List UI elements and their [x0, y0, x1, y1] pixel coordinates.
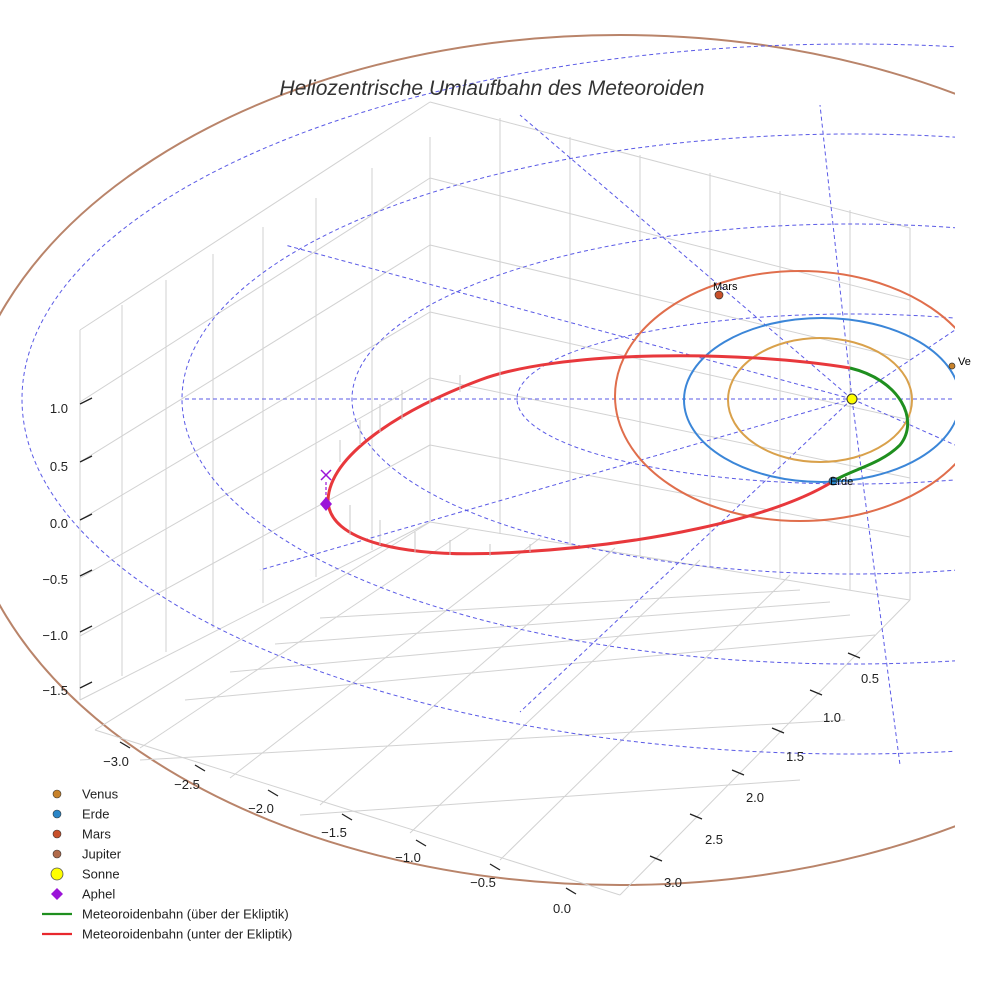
- y-tick-mark: [771, 727, 785, 734]
- legend-label: Erde: [82, 807, 109, 822]
- legend-item-sonne: Sonne: [50, 867, 120, 882]
- meteoroid-orbit-below: [326, 354, 851, 556]
- venus-label: Ve: [958, 356, 971, 368]
- meteoroid-orbit: [326, 354, 910, 556]
- z-tick-mark: [79, 513, 93, 521]
- legend-circle-swatch: [52, 849, 62, 859]
- y-tick-label: 2.0: [746, 790, 764, 805]
- x-tick-mark: [489, 863, 501, 871]
- y-tick-mark: [847, 652, 861, 659]
- legend-circle-swatch: [52, 809, 62, 819]
- x-tick-label: −0.5: [470, 875, 496, 890]
- legend-circle-swatch: [50, 867, 64, 881]
- legend-item-jupiter: Jupiter: [52, 847, 122, 862]
- z-tick-label: −1.5: [42, 683, 68, 698]
- mars-marker: [714, 290, 724, 300]
- x-tick-label: −2.0: [248, 801, 274, 816]
- z-tick-mark: [79, 455, 93, 463]
- z-tick-label: −0.5: [42, 572, 68, 587]
- legend-item-below: Meteoroidenbahn (unter der Ekliptik): [42, 927, 292, 942]
- z-tick-label: 0.5: [50, 459, 68, 474]
- y-axis: 0.5 1.0 1.5 2.0 2.5 3.0: [649, 652, 879, 890]
- legend-label: Meteoroidenbahn (unter der Ekliptik): [82, 927, 292, 942]
- x-tick-label: −2.5: [174, 777, 200, 792]
- mars-orbit: [614, 270, 955, 522]
- legend-circle-swatch: [52, 829, 62, 839]
- jupiter-orbit: [0, 34, 955, 886]
- y-tick-mark: [731, 769, 745, 776]
- z-tick-mark: [79, 681, 93, 689]
- x-tick-mark: [267, 789, 279, 797]
- chart-title: Heliozentrische Umlaufbahn des Meteoroid…: [280, 77, 705, 100]
- erde-label: Erde: [830, 476, 853, 488]
- legend-circle-swatch: [52, 789, 62, 799]
- y-tick-label: 1.5: [786, 749, 804, 764]
- y-tick-mark: [689, 813, 703, 820]
- sonne-marker: [846, 393, 858, 405]
- grid-box: [79, 101, 911, 896]
- x-tick-mark: [415, 839, 427, 847]
- x-tick-mark: [119, 741, 131, 749]
- z-tick-mark: [79, 569, 93, 577]
- z-tick-label: −1.0: [42, 628, 68, 643]
- erde-orbit: [683, 317, 955, 483]
- x-tick-label: −1.5: [321, 825, 347, 840]
- x-tick-label: −1.0: [395, 850, 421, 865]
- venus-orbit: [727, 337, 913, 463]
- z-tick-label: 1.0: [50, 401, 68, 416]
- y-tick-label: 1.0: [823, 710, 841, 725]
- aphel-marker: [320, 469, 332, 511]
- x-axis: −3.0 −2.5 −2.0 −1.5 −1.0 −0.5 0.0: [103, 741, 577, 916]
- legend-label: Meteoroidenbahn (über der Ekliptik): [82, 907, 289, 922]
- legend-item-aphel: Aphel: [51, 887, 115, 902]
- legend-label: Aphel: [82, 887, 115, 902]
- x-tick-label: 0.0: [553, 901, 571, 916]
- meteoroid-orbit-above: [831, 366, 910, 484]
- legend: Venus Erde Mars Jupiter Sonne Aphel Meteoroide…: [42, 787, 292, 942]
- legend-item-above: Meteoroidenbahn (über der Ekliptik): [42, 907, 289, 922]
- legend-label: Sonne: [82, 867, 120, 882]
- z-tick-label: 0.0: [50, 516, 68, 531]
- y-tick-mark: [649, 855, 663, 862]
- legend-item-mars: Mars: [52, 827, 111, 842]
- legend-item-venus: Venus: [52, 787, 119, 802]
- ecliptic-grid: [21, 43, 955, 766]
- z-tick-mark: [79, 625, 93, 633]
- mars-label: Mars: [713, 281, 738, 293]
- erde-marker: [828, 476, 838, 486]
- y-tick-label: 0.5: [861, 671, 879, 686]
- legend-label: Venus: [82, 787, 119, 802]
- legend-item-erde: Erde: [52, 807, 109, 822]
- z-axis: 1.0 0.5 0.0 −0.5 −1.0 −1.5: [42, 397, 93, 698]
- x-tick-label: −3.0: [103, 754, 129, 769]
- venus-marker: [948, 362, 956, 370]
- y-tick-label: 3.0: [664, 875, 682, 890]
- x-tick-mark: [341, 813, 353, 821]
- drop-lines: [339, 370, 531, 556]
- x-tick-mark: [194, 764, 206, 772]
- legend-label: Jupiter: [82, 847, 122, 862]
- legend-label: Mars: [82, 827, 111, 842]
- y-tick-label: 2.5: [705, 832, 723, 847]
- y-tick-mark: [809, 689, 823, 696]
- x-tick-mark: [565, 887, 577, 895]
- legend-diamond-swatch: [51, 888, 63, 900]
- z-tick-mark: [79, 397, 93, 405]
